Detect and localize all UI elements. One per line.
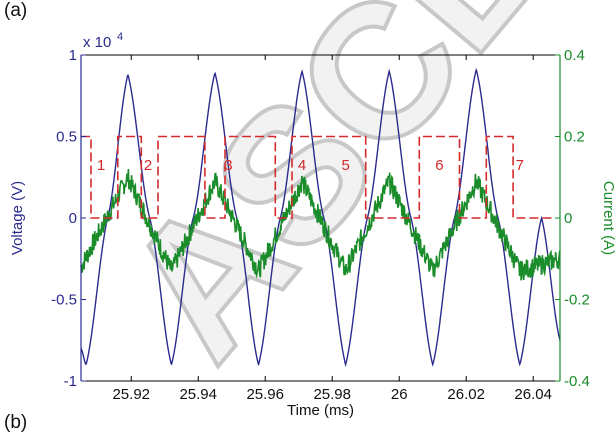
left-axis-exponent: 4	[117, 31, 123, 43]
left-tick-label: -1	[64, 373, 77, 390]
panel-label-a: (a)	[4, 0, 28, 21]
segment-label-2: 2	[144, 157, 152, 174]
right-tick-label: 0.4	[564, 47, 585, 64]
right-tick-label: 0.2	[564, 129, 585, 146]
right-tick-label: -0.2	[564, 292, 590, 309]
current-series-line	[80, 168, 561, 281]
x-axis-title: Time (ms)	[287, 402, 354, 419]
left-axis-multiplier: x 10	[83, 34, 111, 51]
left-tick-label: -0.5	[51, 292, 77, 309]
segment-label-6: 6	[435, 157, 443, 174]
x-tick-label: 26.04	[514, 386, 552, 403]
segment-label-7: 7	[516, 157, 524, 174]
voltage-series-line	[80, 67, 561, 368]
left-tick-label: 1	[69, 47, 77, 64]
segment-label-3: 3	[224, 157, 232, 174]
right-tick-label: 0	[564, 210, 572, 227]
x-tick-label: 25.94	[179, 386, 217, 403]
x-tick-label: 25.96	[246, 386, 284, 403]
right-axis-title: Current (A)	[600, 181, 616, 255]
x-tick-label: 26.02	[447, 386, 485, 403]
right-tick-label: -0.4	[564, 373, 590, 390]
segment-label-1: 1	[97, 157, 105, 174]
segment-label-4: 4	[298, 157, 306, 174]
x-tick-label: 25.98	[313, 386, 351, 403]
panel-label-b: (b)	[4, 412, 28, 433]
x-tick-label: 25.92	[112, 386, 150, 403]
left-axis-title: Voltage (V)	[9, 181, 26, 255]
segment-marker-dashed-line	[81, 135, 554, 219]
left-tick-label: 0	[69, 210, 77, 227]
segment-label-5: 5	[341, 157, 349, 174]
left-tick-label: 0.5	[56, 129, 77, 146]
watermark-text: ASCE	[84, 0, 586, 396]
x-tick-label: 26	[391, 386, 408, 403]
